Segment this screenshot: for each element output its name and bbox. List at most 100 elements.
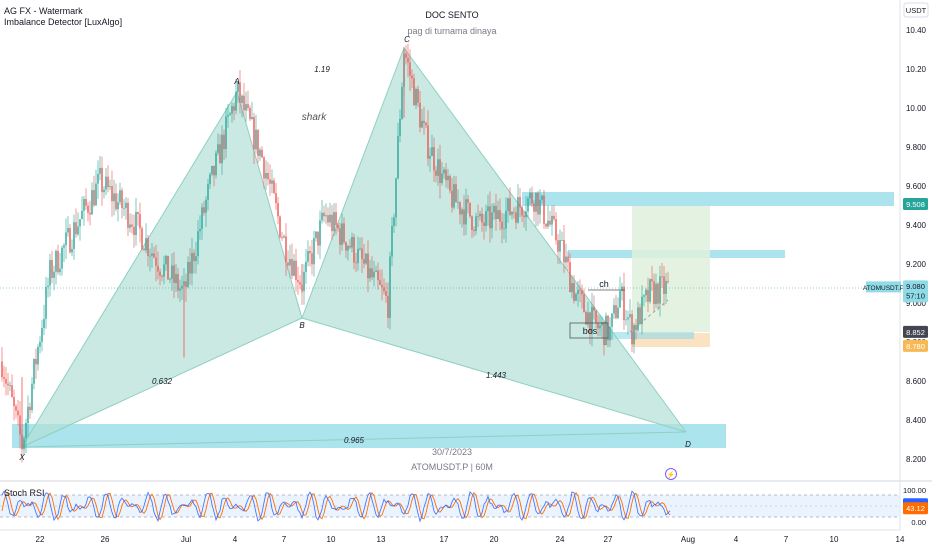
candle-body [51,260,53,278]
time-tick-label: 4 [233,535,238,544]
candle-body [287,262,289,266]
candle-body [435,170,437,176]
candle-body [213,165,215,176]
candle-body [161,275,163,277]
price-tick-label: 8.200 [906,455,927,464]
candle-body [289,259,291,266]
candle-body [335,212,337,225]
candle-body [543,195,545,224]
candle-body [239,82,241,104]
candle-body [281,237,283,239]
price-tick-label: 8.600 [906,377,927,386]
candle-body [441,173,443,184]
candle-body [529,192,531,199]
alert-icon[interactable]: ⚡ [665,468,677,480]
candle-body [419,102,421,128]
candle-body [343,223,345,243]
current-symbol-text: ATOMUSDT.P [863,285,904,292]
stoch-k-line [1,490,671,523]
candle-body [591,306,593,334]
candle-body [273,180,275,194]
entry-zone [608,332,694,339]
candle-body [231,106,233,114]
stoch-d-badge: 43.12 [903,502,928,515]
harmonic-point-c: C [404,35,410,44]
candle-body [375,270,377,272]
candle-body [353,236,355,263]
candle-body [247,104,249,108]
candle-body [127,202,129,228]
candle-body [515,212,517,223]
candle-body [423,120,425,123]
stoch-tick-label: 100.00 [903,486,926,495]
candle-body [221,134,223,164]
candle-body [337,224,339,229]
candle-body [475,216,477,232]
time-tick-label: 7 [282,535,287,544]
candle-body [601,322,603,326]
candle-body [65,232,67,246]
candle-body [487,206,489,212]
candle-body [229,113,231,115]
candle-body [307,251,309,262]
candle-body [7,383,9,386]
candle-body [627,317,629,320]
candle-body [615,305,617,319]
candle-body [157,265,159,272]
harmonic-triangle-xab [22,92,302,447]
candle-body [129,224,131,228]
candle-body [119,190,121,203]
candle-body [53,271,55,278]
candle-body [331,214,333,232]
candle-body [427,125,429,159]
candle-body [103,189,105,193]
candle-body [95,183,97,206]
candle-body [205,199,207,213]
candle-body [91,190,93,215]
price-tick-label: 10.40 [906,26,927,35]
candle-body [315,231,317,239]
time-tick-label: 10 [830,535,839,544]
candle-body [539,199,541,215]
candle-body [479,213,481,217]
stoch-d-badge-text: 43.12 [906,504,925,513]
candle-body [1,361,3,378]
candle-body [587,312,589,325]
candle-body [351,236,353,248]
candle-body [277,203,279,217]
candle-body [309,251,311,254]
candle-body [505,210,507,229]
candle-body [439,159,441,184]
candle-body [3,377,5,379]
candle-body [509,198,511,215]
candle-body [81,210,83,220]
candle-body [117,202,119,210]
candle-body [251,117,253,120]
candle-body [177,274,179,291]
candle-body [513,212,515,213]
stop-price-badge-text: 8.780 [906,342,925,351]
candle-body [249,107,251,120]
candle-body [47,285,49,287]
candle-body [545,223,547,227]
candle-body [217,144,219,153]
candle-body [181,285,183,289]
candle-body [109,186,111,188]
time-tick-label: 13 [377,535,386,544]
projection-line [629,299,669,333]
candle-body [153,253,155,258]
candle-body [139,213,141,229]
candle-body [267,173,269,180]
candle-body [385,291,387,296]
candle-body [233,106,235,111]
candle-body [483,222,485,226]
candle-body [263,157,265,179]
candle-body [537,192,539,215]
candle-body [495,205,497,220]
candle-body [355,262,357,264]
candle-body [653,281,655,305]
currency-selector[interactable]: USDT [903,2,929,18]
candle-body [499,210,501,222]
